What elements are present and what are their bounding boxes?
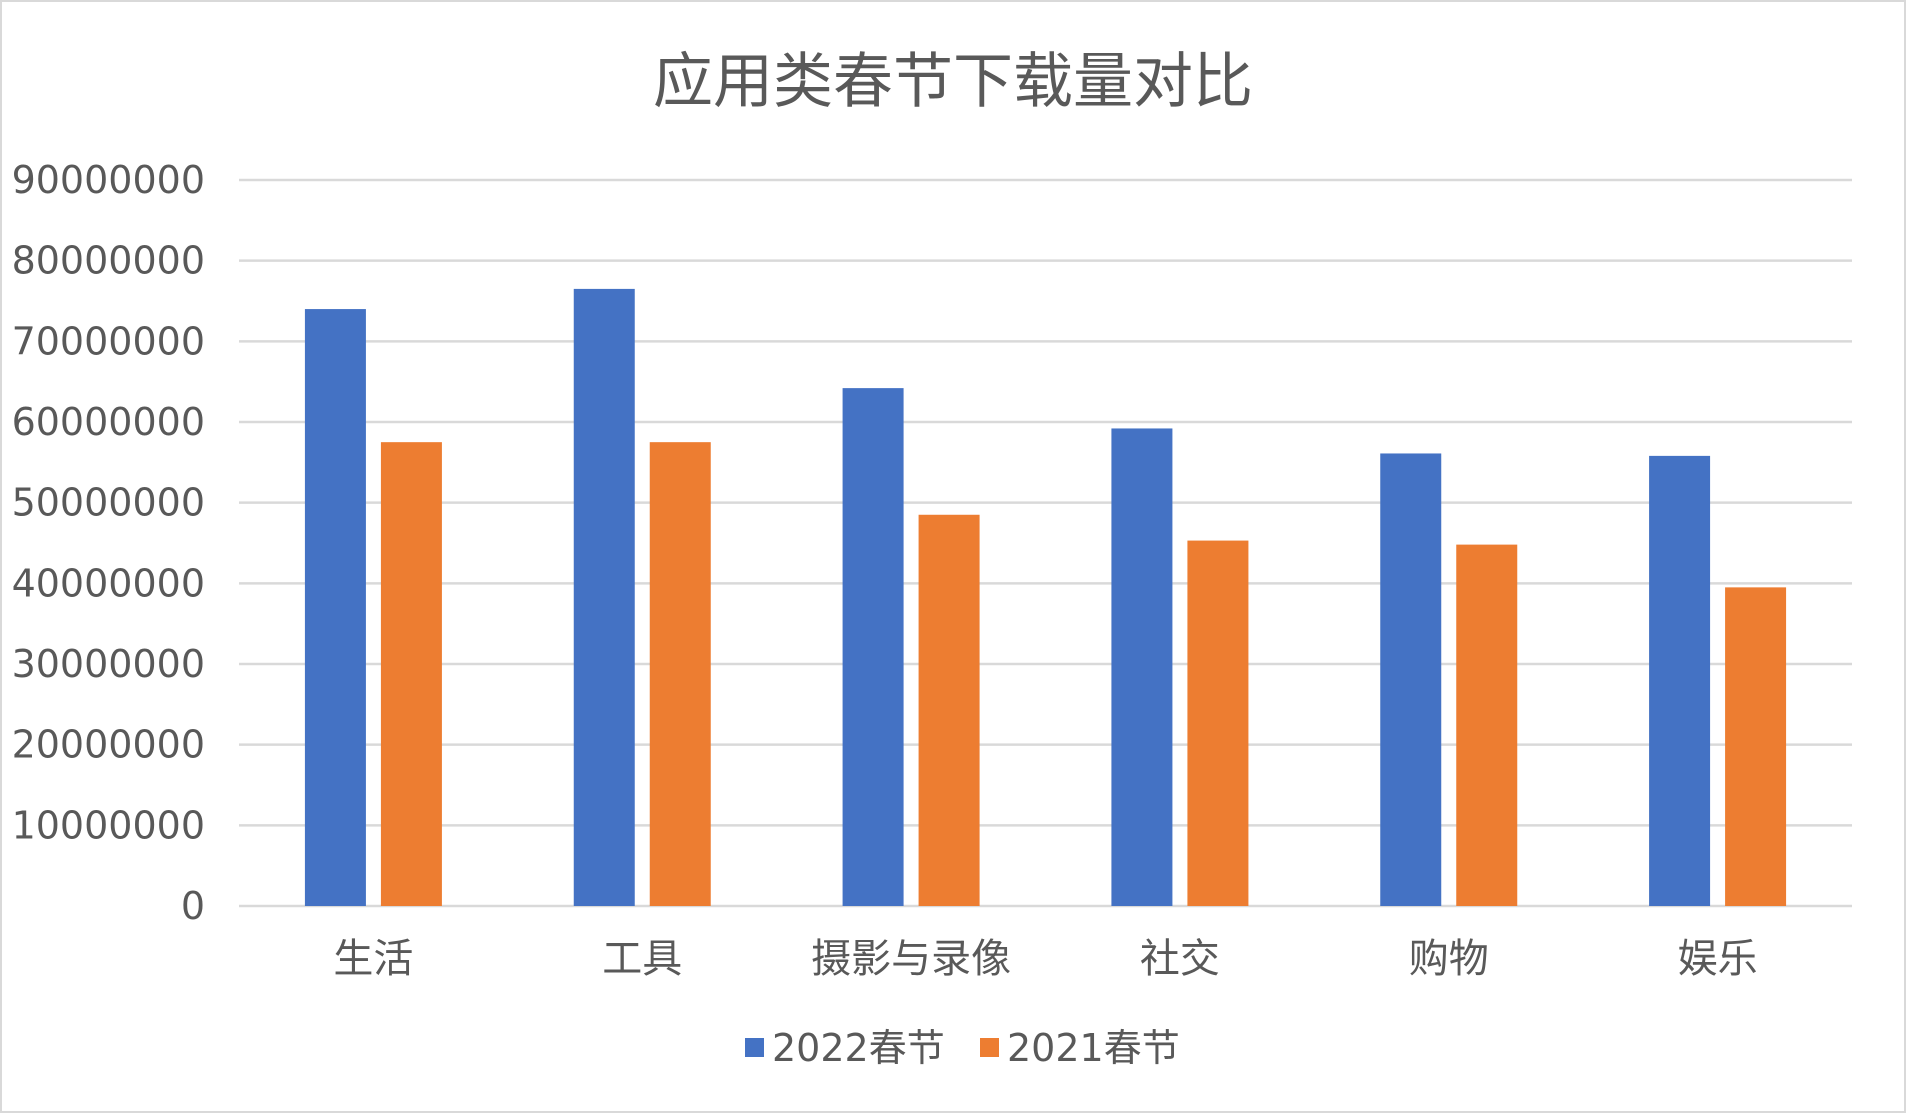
legend-label: 2021春节 xyxy=(1007,1026,1180,1070)
y-tick-label: 80000000 xyxy=(12,239,205,283)
y-axis-ticks: 0 10000000 20000000 30000000 40000000 5000000… xyxy=(12,158,205,928)
x-category-label: 生活 xyxy=(333,936,413,982)
legend: 2022春节 2021春节 xyxy=(745,1026,1180,1070)
x-axis-categories: 生活 工具 摄影与录像 社交 购物 娱乐 xyxy=(333,936,1757,982)
bar-series2-0 xyxy=(380,442,442,906)
bar-series2-4 xyxy=(1456,544,1518,906)
bar-series1-4 xyxy=(1380,453,1442,906)
x-category-label: 购物 xyxy=(1409,936,1489,982)
y-tick-label: 90000000 xyxy=(12,158,205,202)
y-tick-label: 10000000 xyxy=(12,803,205,847)
y-tick-label: 60000000 xyxy=(12,400,205,444)
bar-series2-1 xyxy=(649,442,711,906)
legend-swatch xyxy=(980,1038,999,1057)
bar-series1-0 xyxy=(304,309,366,907)
y-tick-label: 40000000 xyxy=(12,561,205,605)
bar-series1-1 xyxy=(573,288,635,906)
x-category-label: 娱乐 xyxy=(1678,936,1758,982)
y-tick-label: 70000000 xyxy=(12,319,205,363)
bar-series1-5 xyxy=(1649,455,1711,906)
x-category-label: 工具 xyxy=(602,936,682,982)
bar-series2-2 xyxy=(918,514,980,906)
y-tick-label: 0 xyxy=(181,884,205,928)
bar-series1-3 xyxy=(1111,428,1173,906)
legend-label: 2022春节 xyxy=(772,1026,945,1070)
chart-title: 应用类春节下载量对比 xyxy=(653,47,1253,117)
legend-swatch xyxy=(745,1038,764,1057)
y-tick-label: 30000000 xyxy=(12,642,205,686)
bar-series2-5 xyxy=(1725,587,1787,906)
x-category-label: 社交 xyxy=(1140,936,1220,982)
bar-series1-2 xyxy=(842,388,904,906)
y-tick-label: 20000000 xyxy=(12,723,205,767)
x-category-label: 摄影与录像 xyxy=(811,936,1011,982)
y-tick-label: 50000000 xyxy=(12,481,205,525)
bar-series2-3 xyxy=(1187,540,1249,906)
bars xyxy=(304,288,1787,907)
gridlines xyxy=(239,178,1852,908)
